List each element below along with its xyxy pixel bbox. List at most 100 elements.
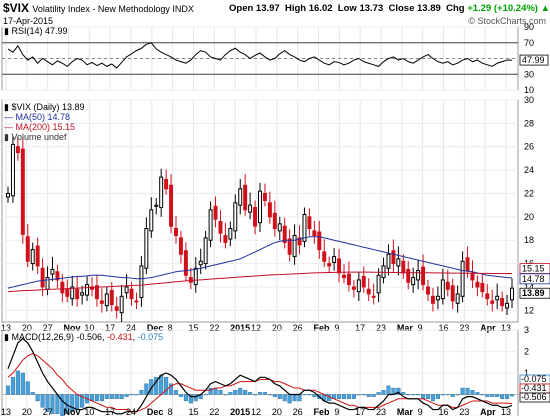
candle-body [356,279,361,293]
price-x-tick-label: 26 [293,323,303,333]
candle-body [25,236,30,262]
macd-x-tick-label: 8 [168,407,173,416]
rsi-tick-label: 90 [524,22,534,32]
macd-histogram-bar [257,392,263,395]
price-x-tick-label: 10 [84,323,94,333]
price-tick-label: 28 [524,118,534,128]
macd-histogram-bar [60,394,65,416]
macd-x-tick-label: 22 [209,407,219,416]
macd-x-tick-label: 23 [376,407,386,416]
macd-histogram-bar [20,372,25,395]
candle-body [371,295,376,298]
macd-histogram-bar [480,394,485,396]
price-tick-label: 18 [524,235,534,245]
candle-body [119,295,124,314]
price-x-tick-label: 8 [168,323,173,333]
candle-body [302,214,307,242]
candle-body [55,271,60,281]
chart-header: $VIX Volatility Index - New Methodology … [0,0,550,28]
macd-x-tick-label: 17 [355,407,365,416]
macd-histogram-bar [25,381,30,395]
candle-body [440,279,445,300]
price-x-tick-label: 23 [459,323,469,333]
macd-legend-icon: ▮ [4,332,9,342]
price-x-tick-label: 13 [1,323,11,333]
macd-histogram-bar [238,387,243,395]
close-label: Close [388,3,415,14]
price-x-tick-label: 27 [43,323,53,333]
candle-body [253,206,258,227]
price-x-tick-label: 20 [22,323,32,333]
macd-histogram-bar [445,394,450,396]
price-legend-title-text: $VIX (Daily) 13.89 [11,102,85,112]
macd-x-tick-label: 12 [251,407,261,416]
candle-body [154,204,159,207]
ma200-line [7,271,512,293]
macd-x-tick-label: 10 [84,407,94,416]
high-label: High [284,3,307,14]
macd-histogram-bar [485,394,490,397]
candle-body [134,300,139,303]
rsi-tick-label: 10 [524,85,534,95]
macd-histogram-bar [416,394,421,396]
price-legend-icon: ▮ [4,102,9,112]
chg-value: +1.29 (+10.24%) [467,3,538,14]
candle-body [430,295,435,304]
macd-signal-line [7,353,513,413]
macd-x-tick-label: 13 [1,407,11,416]
macd-histogram-bar [124,394,129,397]
macd-x-tick-label: 26 [293,407,303,416]
ma200-legend: — MA(200) 15.15 [4,122,76,132]
price-legend-title: ▮ $VIX (Daily) 13.89 [4,102,85,112]
price-x-tick-label: 17 [105,323,115,333]
macd-histogram-bar [253,394,258,396]
price-x-tick-label: Feb [314,323,331,333]
price-x-tick-label: 9 [334,323,339,333]
candle-body [208,209,213,241]
candle-body [109,289,114,305]
candle-body [203,237,208,265]
candle-body [15,146,20,154]
macd-last-value-label: -0.506 [521,392,547,402]
volume-legend-text: Volume undef [11,132,67,142]
macd-last-value-label: -0.431 [521,383,547,393]
candle-body [60,281,65,294]
rsi-tick-label: 30 [524,69,534,79]
macd-histogram-bar [460,387,465,395]
macd-histogram-bar [169,383,174,395]
candle-body [272,212,277,230]
price-tick-label: 14 [524,282,534,292]
candle-body [233,202,238,232]
candle-body [282,225,287,244]
macd-histogram-bar [341,394,347,400]
price-x-tick-label: 15 [189,323,199,333]
macd-histogram-bar [287,394,292,404]
candle-body [322,251,327,262]
price-x-tick-label: 20 [272,323,282,333]
macd-histogram-bar [450,394,455,397]
macd-x-tick-label: 2015 [230,407,250,416]
macd-legend-signal: -0.431 [107,332,133,342]
candle-body [267,202,272,218]
macd-histogram-bar [376,392,381,395]
candle-body [421,266,426,286]
macd-histogram-bar [55,394,60,415]
macd-histogram-bar [228,392,233,395]
open-label: Open [229,3,254,14]
macd-histogram-bar [5,385,11,395]
macd-histogram-bar [435,394,440,400]
macd-histogram-bar [193,394,198,402]
rsi-legend-icon: ▮ [4,26,9,36]
price-x-tick-label: 12 [251,323,261,333]
macd-histogram-bar [302,394,307,396]
ohlc-summary: Open 13.97 High 16.02 Low 13.73 Close 13… [229,3,550,14]
macd-x-tick-label: 15 [189,407,199,416]
candle-body [391,250,396,265]
macd-histogram-bar [139,390,144,395]
macd-x-tick-label: 20 [272,407,282,416]
candle-body [346,273,351,286]
candle-body [238,188,243,206]
price-tick-label: 30 [524,95,534,105]
candle-body [75,288,80,300]
candle-body [366,288,371,295]
